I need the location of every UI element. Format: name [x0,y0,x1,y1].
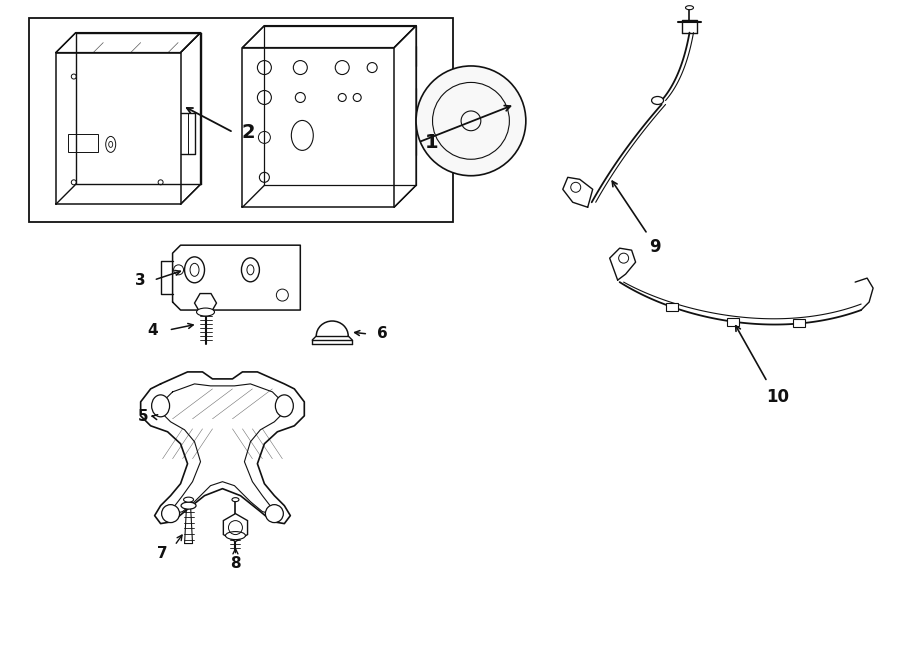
Text: 2: 2 [241,123,256,142]
Text: 1: 1 [425,133,439,152]
Ellipse shape [184,497,194,502]
Text: 5: 5 [138,409,148,424]
Ellipse shape [196,308,214,316]
Ellipse shape [184,257,204,283]
Circle shape [416,66,526,175]
Ellipse shape [226,532,246,540]
Text: 7: 7 [158,546,168,561]
Text: 4: 4 [148,322,157,338]
Bar [29,18,453,222]
Bar [666,303,678,311]
Bar [727,318,740,326]
Text: 3: 3 [135,273,146,287]
Bar [793,320,806,328]
Ellipse shape [181,502,196,509]
Ellipse shape [275,395,293,417]
Ellipse shape [652,97,663,105]
Ellipse shape [241,258,259,282]
Ellipse shape [232,498,239,502]
Circle shape [162,504,180,522]
Ellipse shape [151,395,169,417]
Text: 6: 6 [377,326,388,342]
Text: 9: 9 [649,238,661,256]
Text: 8: 8 [230,556,241,571]
Circle shape [266,504,284,522]
Text: 10: 10 [766,388,788,406]
Bar [68,134,98,152]
